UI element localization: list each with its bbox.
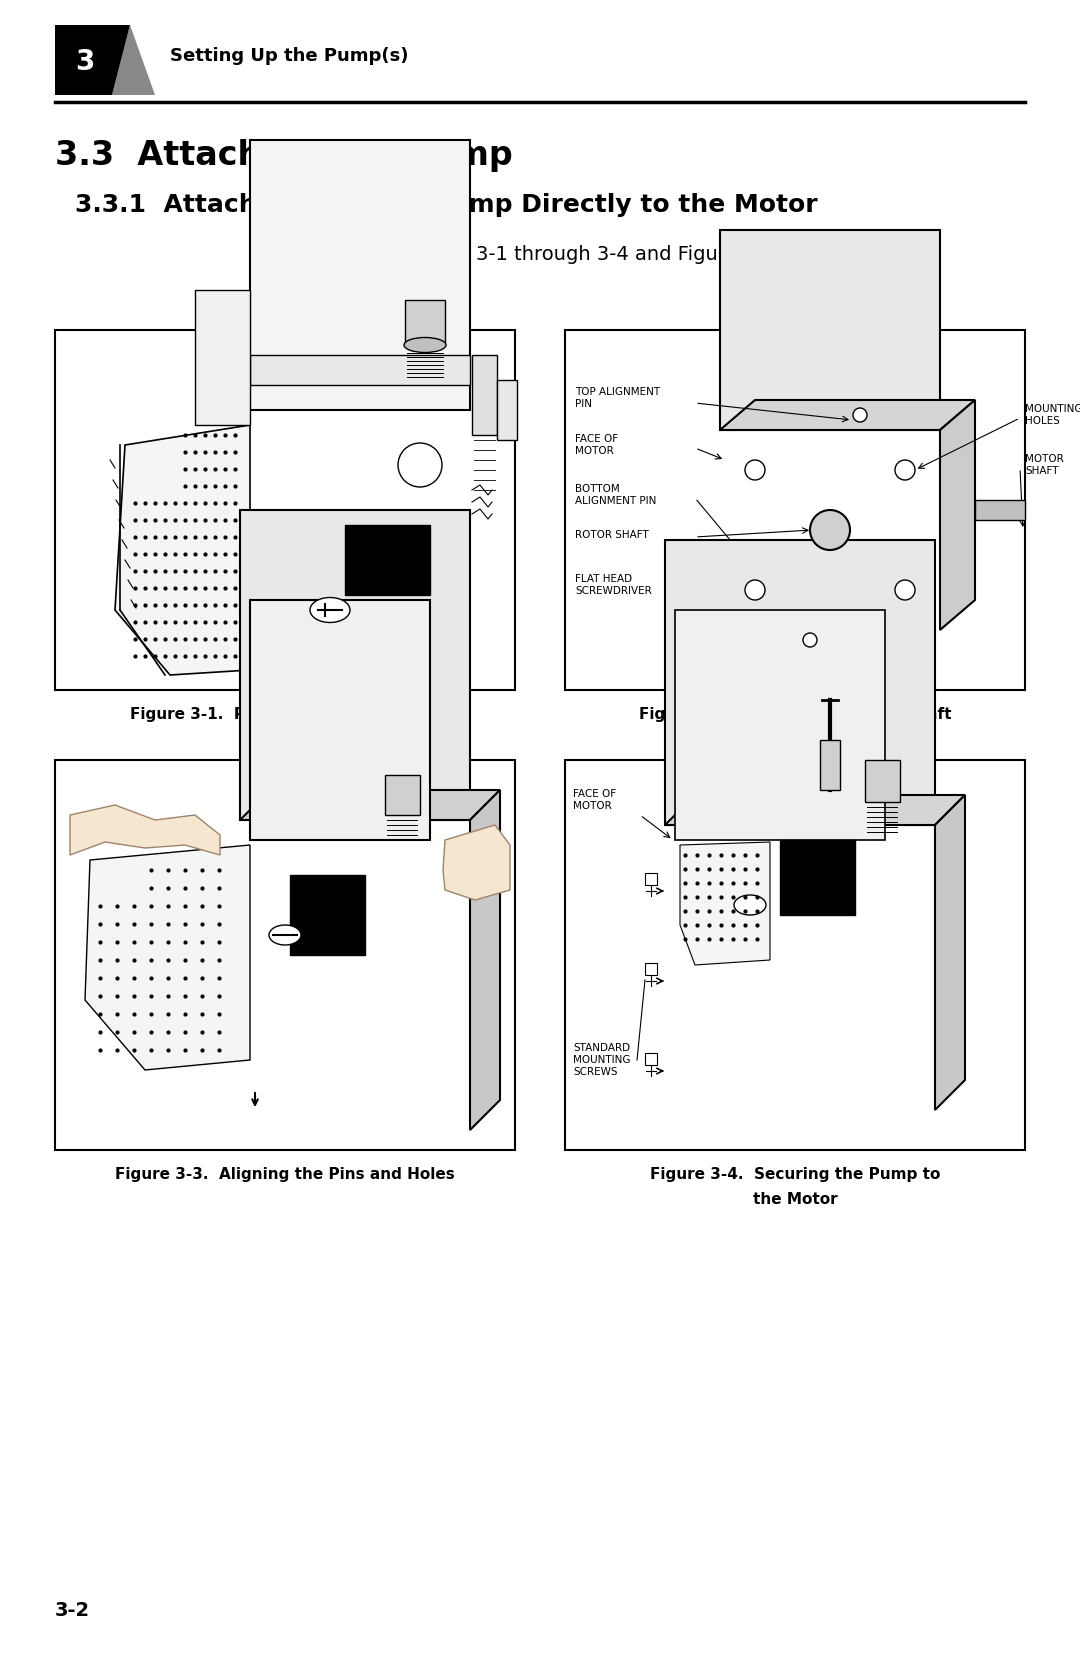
Bar <box>645 1053 657 1065</box>
Ellipse shape <box>734 895 766 915</box>
Text: ROTOR SHAFT: ROTOR SHAFT <box>575 531 649 541</box>
Bar <box>645 963 657 975</box>
Bar <box>195 290 249 426</box>
Circle shape <box>895 461 915 481</box>
Bar <box>497 381 517 441</box>
Bar <box>249 599 430 840</box>
Bar <box>975 501 1025 521</box>
Bar <box>665 541 935 824</box>
Text: MOUNTING
HOLES: MOUNTING HOLES <box>1025 404 1080 426</box>
Bar <box>565 759 1025 1150</box>
Text: Figure 3-3.  Aligning the Pins and Holes: Figure 3-3. Aligning the Pins and Holes <box>116 1168 455 1183</box>
Text: 3-2: 3-2 <box>55 1601 90 1619</box>
Ellipse shape <box>404 337 446 352</box>
Circle shape <box>853 407 867 422</box>
Polygon shape <box>112 25 156 95</box>
Bar <box>565 330 1025 689</box>
Circle shape <box>804 633 816 648</box>
Bar <box>675 609 885 840</box>
Circle shape <box>895 581 915 599</box>
Text: FACE OF
MOTOR: FACE OF MOTOR <box>573 789 616 811</box>
Polygon shape <box>665 794 966 824</box>
Bar <box>291 875 365 955</box>
Text: TOP ALIGNMENT
PIN: TOP ALIGNMENT PIN <box>575 387 660 409</box>
Bar <box>820 739 840 789</box>
Text: 3.3  Attaching the Pump: 3.3 Attaching the Pump <box>55 139 513 172</box>
Bar <box>384 774 420 814</box>
Text: FLAT HEAD
SCREWDRIVER: FLAT HEAD SCREWDRIVER <box>575 574 651 596</box>
Bar <box>249 140 470 411</box>
Polygon shape <box>443 824 510 900</box>
Polygon shape <box>85 845 249 1070</box>
Text: Figure 3-4.  Securing the Pump to: Figure 3-4. Securing the Pump to <box>650 1168 941 1183</box>
Bar <box>249 355 470 386</box>
Bar <box>472 355 497 436</box>
Circle shape <box>745 461 765 481</box>
Text: Figure 3-2.  Aligning the Rotor Shaft: Figure 3-2. Aligning the Rotor Shaft <box>638 708 951 723</box>
Bar <box>405 300 445 345</box>
Polygon shape <box>55 25 130 95</box>
Bar <box>55 759 515 1150</box>
Bar <box>240 511 470 819</box>
Text: FACE OF
MOTOR: FACE OF MOTOR <box>575 434 618 456</box>
Text: MOTOR
SHAFT: MOTOR SHAFT <box>1025 454 1064 476</box>
Polygon shape <box>935 794 966 1110</box>
Ellipse shape <box>269 925 301 945</box>
Text: Refer to Figures 3-1 through 3-4 and Figure A.: Refer to Figures 3-1 through 3-4 and Fig… <box>316 245 764 264</box>
Text: the Motor: the Motor <box>753 1192 837 1207</box>
Polygon shape <box>940 401 975 629</box>
Text: Setting Up the Pump(s): Setting Up the Pump(s) <box>170 47 408 65</box>
Ellipse shape <box>310 598 350 623</box>
Polygon shape <box>720 401 975 431</box>
Circle shape <box>810 511 850 551</box>
Polygon shape <box>70 804 220 855</box>
Circle shape <box>399 442 442 487</box>
Polygon shape <box>114 426 249 674</box>
Bar <box>345 526 430 596</box>
Bar <box>865 759 900 803</box>
Bar <box>645 873 657 885</box>
Text: 3: 3 <box>76 48 95 77</box>
Bar <box>720 230 940 431</box>
Text: STANDARD
MOUNTING
SCREWS: STANDARD MOUNTING SCREWS <box>573 1043 631 1077</box>
Text: 3.3.1  Attaching a Single Pump Directly to the Motor: 3.3.1 Attaching a Single Pump Directly t… <box>75 194 818 217</box>
Text: Figure 3-1.  Pump in Closed Position: Figure 3-1. Pump in Closed Position <box>130 708 441 723</box>
Polygon shape <box>240 789 500 819</box>
Bar <box>55 330 515 689</box>
Polygon shape <box>470 789 500 1130</box>
Bar <box>780 840 855 915</box>
Text: BOTTOM
ALIGNMENT PIN: BOTTOM ALIGNMENT PIN <box>575 484 657 506</box>
Polygon shape <box>680 841 770 965</box>
Circle shape <box>745 581 765 599</box>
